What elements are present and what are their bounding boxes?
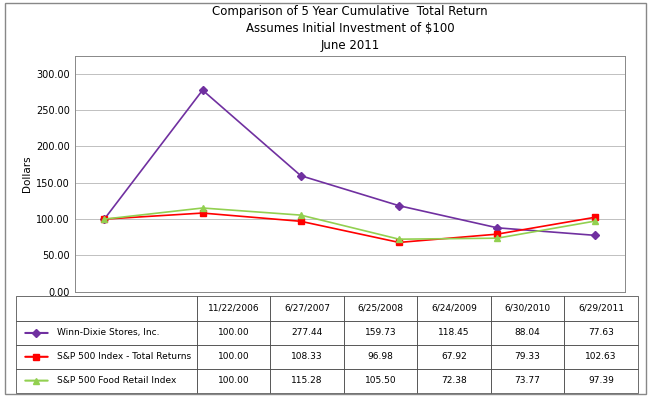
Bar	[491, 369, 564, 393]
Bar	[417, 296, 491, 321]
Bar	[270, 369, 344, 393]
Bar	[564, 369, 638, 393]
Text: 77.63: 77.63	[589, 328, 614, 337]
Text: 100.00: 100.00	[217, 376, 249, 385]
Text: 159.73: 159.73	[365, 328, 396, 337]
Text: 102.63: 102.63	[585, 352, 617, 361]
Bar	[16, 345, 197, 369]
Text: 96.98: 96.98	[368, 352, 393, 361]
Bar	[16, 369, 197, 393]
Bar	[491, 321, 564, 345]
Text: 105.50: 105.50	[365, 376, 396, 385]
Text: 6/24/2009: 6/24/2009	[431, 304, 477, 313]
Text: 6/25/2008: 6/25/2008	[357, 304, 404, 313]
Text: 115.28: 115.28	[291, 376, 323, 385]
Bar	[491, 296, 564, 321]
Bar	[16, 296, 197, 321]
Text: 100.00: 100.00	[217, 328, 249, 337]
Text: 100.00: 100.00	[217, 352, 249, 361]
Text: Winn-Dixie Stores, Inc.: Winn-Dixie Stores, Inc.	[57, 328, 159, 337]
Bar	[197, 296, 270, 321]
Text: 11/22/2006: 11/22/2006	[208, 304, 259, 313]
Bar	[270, 321, 344, 345]
Title: Comparison of 5 Year Cumulative  Total Return
Assumes Initial Investment of $100: Comparison of 5 Year Cumulative Total Re…	[212, 5, 488, 52]
Text: 97.39: 97.39	[589, 376, 614, 385]
Bar	[270, 296, 344, 321]
Bar	[344, 369, 417, 393]
Bar	[417, 321, 491, 345]
Bar	[344, 321, 417, 345]
Bar	[16, 321, 197, 345]
Bar	[417, 345, 491, 369]
Bar	[270, 345, 344, 369]
Bar	[197, 345, 270, 369]
Bar	[564, 296, 638, 321]
Text: S&P 500 Index - Total Returns: S&P 500 Index - Total Returns	[57, 352, 191, 361]
Text: 6/30/2010: 6/30/2010	[505, 304, 551, 313]
Text: 67.92: 67.92	[441, 352, 467, 361]
Text: S&P 500 Food Retail Index: S&P 500 Food Retail Index	[57, 376, 176, 385]
Text: 6/29/2011: 6/29/2011	[578, 304, 624, 313]
Text: 108.33: 108.33	[291, 352, 323, 361]
Bar	[564, 345, 638, 369]
Y-axis label: Dollars: Dollars	[22, 155, 32, 192]
Bar	[197, 369, 270, 393]
Bar	[197, 321, 270, 345]
Text: 277.44: 277.44	[291, 328, 322, 337]
Text: 118.45: 118.45	[438, 328, 470, 337]
Text: 73.77: 73.77	[515, 376, 540, 385]
Text: 6/27/2007: 6/27/2007	[284, 304, 330, 313]
Text: 79.33: 79.33	[515, 352, 540, 361]
Text: 72.38: 72.38	[441, 376, 467, 385]
Bar	[344, 296, 417, 321]
Bar	[417, 369, 491, 393]
Bar	[491, 345, 564, 369]
Text: 88.04: 88.04	[515, 328, 540, 337]
Bar	[344, 345, 417, 369]
Bar	[564, 321, 638, 345]
